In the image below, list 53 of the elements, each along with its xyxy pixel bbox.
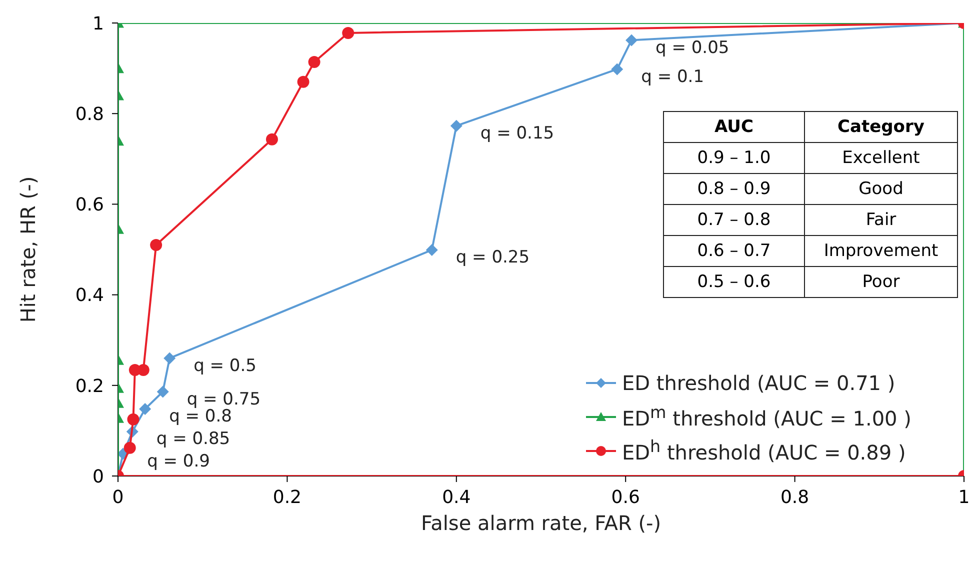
annotation: q = 0.05 bbox=[656, 38, 730, 58]
point bbox=[124, 442, 136, 454]
point bbox=[308, 56, 320, 68]
y-tick-label: 0.4 bbox=[75, 285, 104, 306]
annotation: q = 0.9 bbox=[147, 451, 210, 472]
x-tick-label: 0.4 bbox=[442, 486, 471, 508]
annotation: 0.5 – 0.6 bbox=[664, 266, 804, 298]
x-tick-label: 0.8 bbox=[780, 486, 810, 508]
legend-label: ED$^{h}$ threshold (AUC = 0.89 ) bbox=[622, 437, 906, 465]
point bbox=[127, 413, 140, 426]
annotation: Category bbox=[804, 112, 958, 142]
y-tick-label: 1 bbox=[92, 13, 104, 34]
y-tick-label: 0.2 bbox=[75, 376, 104, 397]
legend-label: ED threshold (AUC = 0.71 ) bbox=[622, 371, 896, 395]
point bbox=[266, 133, 278, 146]
annotation: q = 0.1 bbox=[641, 66, 704, 87]
y-axis-title: Hit rate, HR (-) bbox=[16, 176, 40, 323]
annotation: Good bbox=[804, 174, 958, 204]
x-tick-label: 0.2 bbox=[272, 486, 302, 508]
point bbox=[450, 120, 462, 132]
annotation: AUC bbox=[664, 112, 804, 142]
x-axis-title: False alarm rate, FAR (-) bbox=[420, 511, 662, 536]
point bbox=[150, 238, 162, 251]
annotation: 0.8 – 0.9 bbox=[664, 174, 804, 204]
annotation: q = 0.5 bbox=[194, 356, 256, 376]
annotation: 0.6 – 0.7 bbox=[664, 236, 804, 266]
y-tick-label: 0 bbox=[92, 466, 104, 488]
point bbox=[342, 26, 354, 39]
annotation: q = 0.85 bbox=[156, 429, 230, 450]
annotation: 0.7 – 0.8 bbox=[664, 204, 804, 236]
x-tick-label: 1 bbox=[958, 486, 970, 508]
point bbox=[611, 63, 624, 76]
point bbox=[626, 34, 638, 46]
x-tick-label: 0 bbox=[112, 486, 124, 508]
annotation: Excellent bbox=[804, 142, 958, 174]
annotation: Poor bbox=[804, 266, 958, 298]
annotation: q = 0.75 bbox=[186, 389, 261, 410]
annotation: Fair bbox=[804, 204, 958, 236]
point bbox=[297, 76, 310, 88]
point bbox=[156, 386, 169, 398]
point bbox=[139, 402, 152, 415]
point bbox=[426, 244, 438, 256]
annotation: q = 0.15 bbox=[480, 123, 554, 144]
y-tick-label: 0.8 bbox=[75, 104, 104, 125]
legend-label: ED$^{m}$ threshold (AUC = 1.00 ) bbox=[622, 403, 912, 431]
y-tick-label: 0.6 bbox=[75, 194, 104, 216]
x-tick-label: 0.6 bbox=[611, 486, 640, 508]
annotation: 0.9 – 1.0 bbox=[664, 142, 804, 174]
annotation: q = 0.25 bbox=[456, 248, 530, 268]
point bbox=[128, 364, 141, 376]
point bbox=[164, 352, 176, 364]
annotation: Improvement bbox=[804, 236, 958, 266]
annotation: q = 0.8 bbox=[169, 406, 232, 427]
